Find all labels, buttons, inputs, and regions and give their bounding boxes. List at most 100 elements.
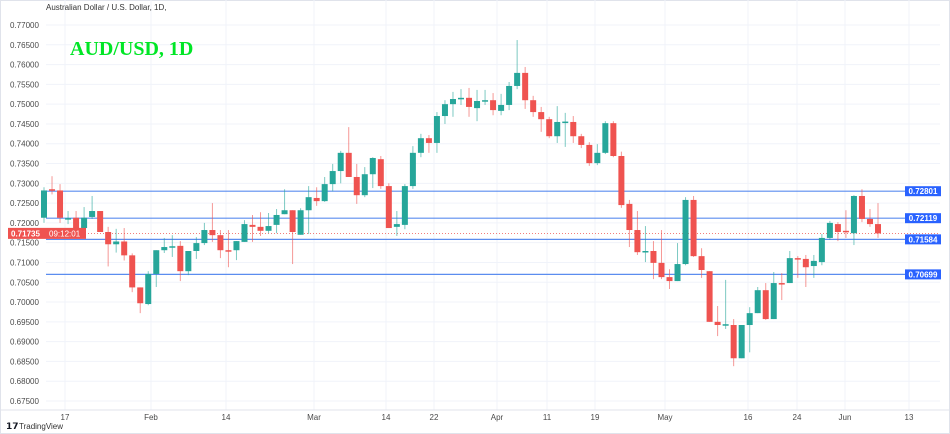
- candle-body: [321, 184, 328, 202]
- candle: [417, 133, 424, 158]
- candle-body: [738, 325, 745, 359]
- candle-body: [858, 195, 865, 219]
- candle-body: [193, 243, 200, 251]
- y-tick-label: 0.73000: [10, 179, 39, 188]
- candle: [602, 121, 609, 155]
- candle: [786, 250, 793, 284]
- candle-body: [754, 290, 761, 314]
- candle: [826, 220, 833, 240]
- candle: [626, 199, 633, 248]
- candle-body: [786, 258, 793, 284]
- x-tick-label: 22: [430, 413, 439, 422]
- candle-body: [522, 72, 529, 101]
- candle-body: [209, 230, 216, 236]
- candle: [778, 273, 785, 301]
- candle-body: [562, 121, 569, 124]
- candle: [425, 135, 432, 153]
- level-label: 0.72801: [909, 187, 938, 196]
- candle: [201, 222, 208, 246]
- candle: [794, 256, 801, 278]
- candle: [297, 208, 304, 235]
- candle-body: [530, 100, 537, 113]
- time-axis[interactable]: 17 Feb 14 Mar 14 22 Apr 11 19 May 16 24 Jun 13: [61, 413, 914, 422]
- candle-body: [586, 144, 593, 164]
- candle-body: [353, 176, 360, 196]
- candle-body: [217, 235, 224, 251]
- candle: [850, 195, 857, 246]
- price-axis[interactable]: 0.77000 0.76500 0.76000 0.75500 0.75000 0.745…: [10, 21, 39, 406]
- candle: [169, 235, 176, 257]
- candle-body: [490, 100, 497, 111]
- candle-body: [97, 211, 104, 232]
- candle-body: [281, 210, 288, 215]
- candle: [121, 228, 128, 261]
- candle-body: [313, 197, 320, 202]
- candle: [506, 81, 513, 111]
- candle: [273, 209, 280, 234]
- candle-body: [506, 85, 513, 105]
- y-tick-label: 0.77000: [10, 21, 39, 30]
- candle: [361, 167, 368, 198]
- candle: [458, 89, 464, 105]
- candle-body: [650, 250, 657, 263]
- candle-body: [466, 97, 473, 107]
- candle-body: [153, 250, 160, 274]
- candle-body: [794, 258, 801, 260]
- candle: [409, 146, 416, 189]
- x-tick-label: Jun: [839, 413, 852, 422]
- candle-body: [433, 116, 440, 143]
- candle: [305, 186, 312, 234]
- candle: [498, 93, 505, 116]
- candle: [161, 237, 168, 253]
- candle: [129, 253, 136, 293]
- candle-body: [826, 222, 833, 238]
- candle-body: [834, 224, 841, 232]
- candle-body: [778, 283, 785, 285]
- candle: [241, 220, 248, 242]
- candle: [810, 254, 817, 278]
- level-label: 0.70699: [909, 270, 938, 279]
- candle-body: [273, 214, 280, 225]
- candle-body: [690, 199, 697, 257]
- candle-body: [137, 287, 144, 304]
- candle: [81, 207, 88, 231]
- candle-body: [802, 258, 809, 268]
- candle: [546, 116, 553, 139]
- candle-body: [498, 104, 505, 111]
- candle: [842, 210, 849, 238]
- y-tick-label: 0.72000: [10, 219, 39, 228]
- level-badge: [905, 213, 941, 224]
- candle-body: [377, 159, 384, 187]
- candle: [466, 87, 473, 117]
- symbol-description: Australian Dollar / U.S. Dollar, 1D,: [46, 3, 167, 12]
- candle: [289, 210, 296, 265]
- tradingview-logo[interactable]: 𝟭𝟳 TradingView: [6, 421, 63, 431]
- tradingview-logo-icon: 𝟭𝟳: [6, 421, 19, 431]
- candle: [449, 91, 456, 117]
- candle-body: [425, 138, 432, 143]
- candle: [153, 250, 160, 288]
- candle: [746, 307, 753, 353]
- x-tick-label: May: [657, 413, 672, 422]
- candle: [690, 195, 697, 257]
- candle-body: [875, 224, 881, 234]
- candle: [145, 271, 152, 306]
- y-tick-label: 0.76000: [10, 61, 39, 70]
- candle: [321, 176, 328, 202]
- candle: [642, 226, 649, 263]
- candle: [377, 156, 384, 189]
- candle: [634, 211, 641, 255]
- candle: [650, 241, 657, 280]
- candle: [834, 222, 841, 242]
- y-tick-label: 0.71500: [10, 239, 39, 248]
- candle-body: [393, 224, 400, 227]
- candle-body: [385, 186, 392, 229]
- candle-body: [610, 123, 617, 157]
- candle: [401, 184, 408, 230]
- candle: [105, 226, 112, 267]
- candle-body: [546, 119, 553, 137]
- candle-body: [233, 241, 240, 251]
- candle: [682, 197, 689, 266]
- candle-body: [818, 237, 825, 263]
